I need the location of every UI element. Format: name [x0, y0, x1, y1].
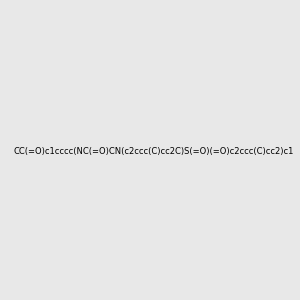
Text: CC(=O)c1cccc(NC(=O)CN(c2ccc(C)cc2C)S(=O)(=O)c2ccc(C)cc2)c1: CC(=O)c1cccc(NC(=O)CN(c2ccc(C)cc2C)S(=O)…	[14, 147, 294, 156]
